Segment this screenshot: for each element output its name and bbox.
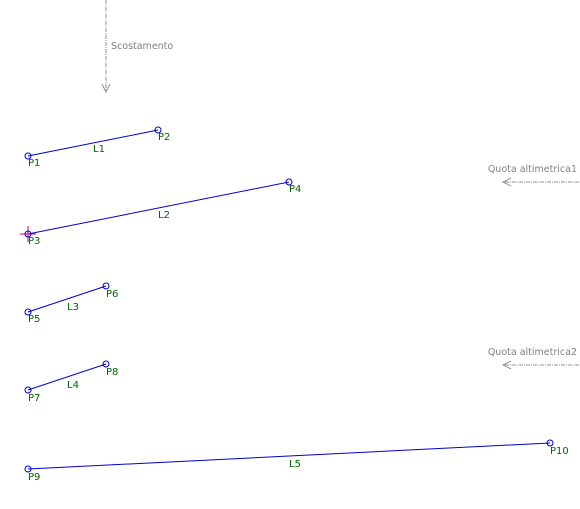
point-label: P4 (289, 184, 301, 195)
segment-label: L2 (158, 210, 170, 221)
point-label: P6 (106, 289, 118, 300)
point-label: P2 (158, 132, 170, 143)
segment (27, 363, 107, 391)
elevation-label: Quota altimetrica1 (488, 164, 577, 175)
point (285, 178, 293, 186)
point (102, 360, 110, 368)
point (24, 386, 32, 394)
point (24, 230, 32, 238)
segment (27, 129, 159, 157)
offset-label: Scostamento (111, 41, 173, 52)
point-label: P8 (106, 367, 118, 378)
segment (27, 285, 107, 313)
segment-label: L5 (289, 459, 301, 470)
elevation-arrow (501, 177, 512, 187)
point (154, 126, 162, 134)
segment-label: L3 (67, 302, 79, 313)
elevation-label: Quota altimetrica2 (488, 347, 577, 358)
offset-arrow (101, 83, 111, 94)
point-label: P3 (28, 236, 40, 247)
point (24, 465, 32, 473)
elevation-arrow (501, 360, 512, 370)
geometry: L1 L2 L3 L4 L5 P1 P2 P3 P4 P5 P6 P7 P8 P9 P10 (20, 126, 569, 483)
segment-label: L1 (93, 144, 105, 155)
point-label: P7 (28, 393, 40, 404)
point (546, 439, 554, 447)
point (24, 152, 32, 160)
segment (27, 442, 551, 470)
point-label: P1 (28, 158, 40, 169)
point (24, 308, 32, 316)
point (102, 282, 110, 290)
segment-label: L4 (67, 380, 79, 391)
segment (27, 181, 290, 235)
point-label: P9 (28, 472, 40, 483)
point-label: P5 (28, 314, 40, 325)
point-label: P10 (550, 446, 569, 457)
